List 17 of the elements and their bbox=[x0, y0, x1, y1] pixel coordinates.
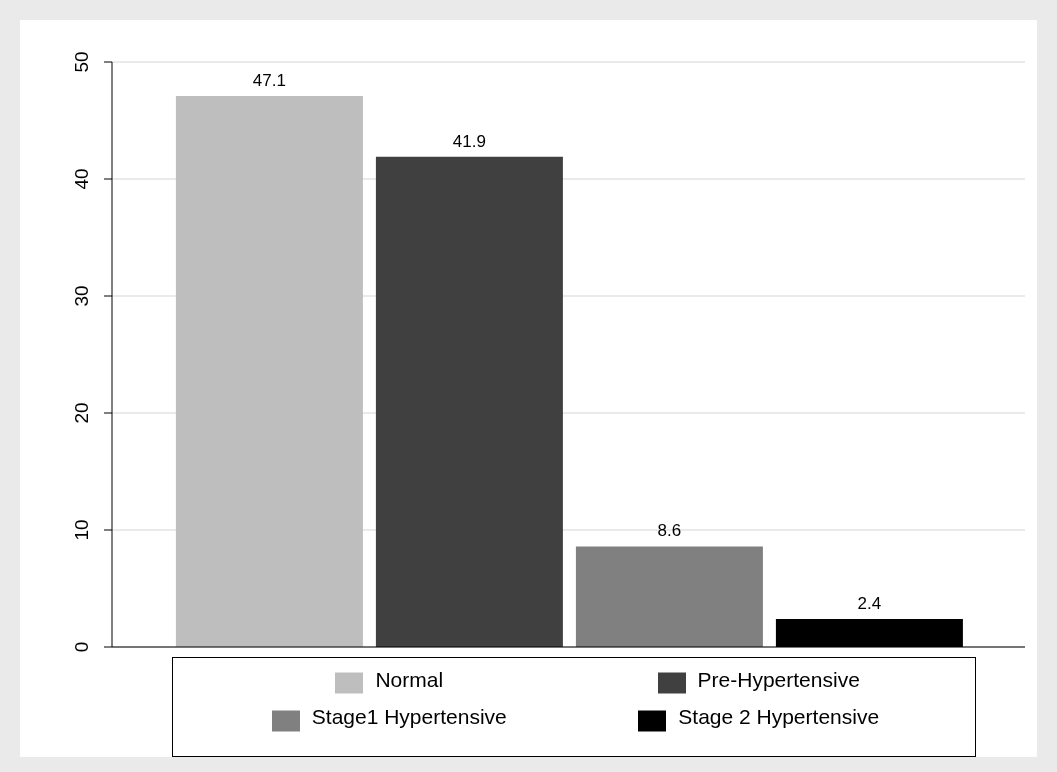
bar bbox=[175, 95, 363, 647]
y-tick-label: 20 bbox=[71, 402, 92, 424]
bar bbox=[575, 546, 763, 647]
data-label: 47.1 bbox=[252, 70, 286, 90]
y-tick-label: 30 bbox=[71, 285, 92, 307]
legend-label: Stage1 Hypertensive bbox=[311, 705, 507, 729]
bar bbox=[375, 156, 563, 647]
data-label: 41.9 bbox=[452, 131, 486, 151]
legend-label: Pre-Hypertensive bbox=[697, 668, 860, 691]
y-tick-label: 0 bbox=[71, 641, 92, 653]
data-label: 8.6 bbox=[657, 521, 682, 541]
legend-label: Normal bbox=[375, 668, 444, 691]
data-label: 2.4 bbox=[857, 593, 882, 613]
y-tick-label: 10 bbox=[71, 519, 92, 541]
y-tick-label: 40 bbox=[71, 168, 92, 190]
y-tick-label: 50 bbox=[71, 51, 92, 73]
legend-label: Stage 2 Hypertensive bbox=[678, 705, 880, 729]
